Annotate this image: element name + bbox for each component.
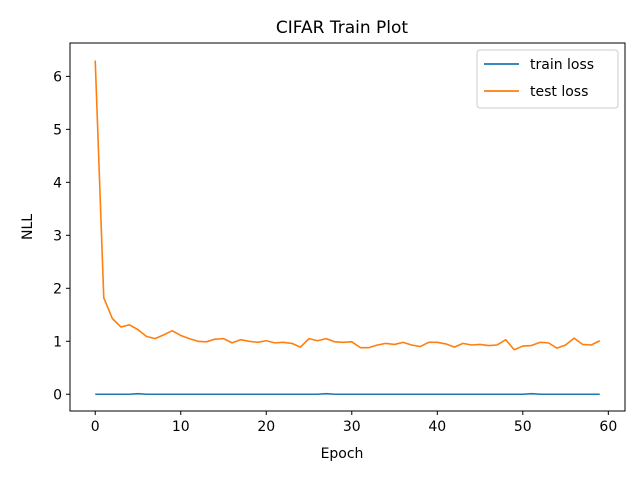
x-axis-label: Epoch: [321, 446, 364, 462]
legend-label: train loss: [530, 57, 594, 73]
series-line-test-loss: [94, 60, 601, 351]
y-tick-label: 4: [53, 175, 62, 191]
series-line-train-loss: [95, 392, 600, 396]
x-axis: 0 10 20 30 40 50 60: [91, 411, 617, 435]
x-tick-label: 60: [599, 419, 617, 435]
y-tick-label: 2: [53, 281, 62, 297]
x-tick-label: 0: [91, 419, 100, 435]
y-tick-label: 5: [53, 122, 62, 138]
x-tick-label: 30: [343, 419, 361, 435]
x-tick-label: 10: [172, 419, 190, 435]
x-tick-label: 50: [514, 419, 532, 435]
y-tick-label: 0: [53, 387, 62, 403]
y-tick-label: 3: [53, 228, 62, 244]
y-axis-label: NLL: [20, 214, 36, 240]
chart-title: CIFAR Train Plot: [276, 18, 409, 38]
plot-frame: [69, 42, 626, 412]
x-tick-label: 40: [428, 419, 446, 435]
y-tick-label: 6: [53, 69, 62, 85]
plot-lines: [94, 60, 601, 396]
legend: train loss test loss: [476, 49, 619, 109]
y-tick-label: 1: [53, 334, 62, 350]
y-axis: 0 1 2 3 4 5 6: [53, 69, 70, 403]
x-tick-label: 20: [257, 419, 275, 435]
legend-label: test loss: [530, 84, 588, 100]
